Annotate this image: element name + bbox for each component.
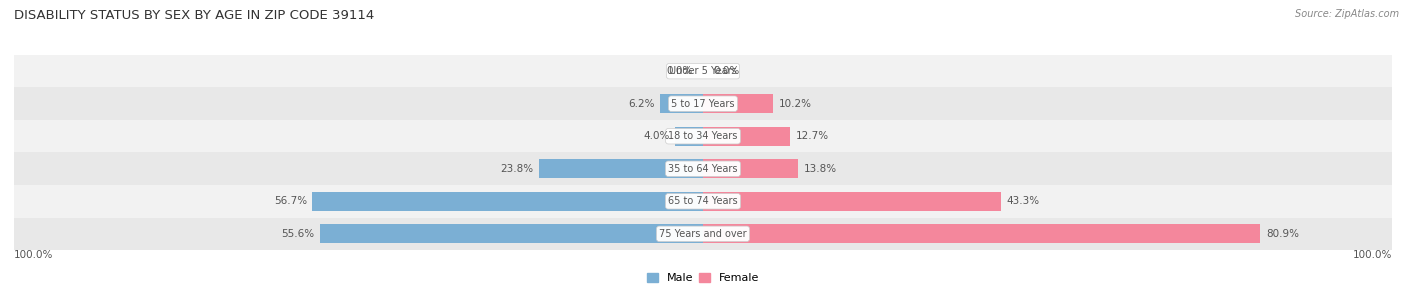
Text: 56.7%: 56.7% xyxy=(274,196,307,206)
Text: 18 to 34 Years: 18 to 34 Years xyxy=(668,131,738,141)
Text: DISABILITY STATUS BY SEX BY AGE IN ZIP CODE 39114: DISABILITY STATUS BY SEX BY AGE IN ZIP C… xyxy=(14,9,374,22)
Text: 13.8%: 13.8% xyxy=(804,164,837,174)
Text: 55.6%: 55.6% xyxy=(281,229,315,239)
Bar xyxy=(14,152,1392,185)
Bar xyxy=(14,88,1392,120)
Text: 80.9%: 80.9% xyxy=(1265,229,1299,239)
Text: 10.2%: 10.2% xyxy=(779,99,811,109)
Bar xyxy=(321,224,703,243)
Text: Under 5 Years: Under 5 Years xyxy=(669,66,737,76)
Text: 100.0%: 100.0% xyxy=(14,250,53,260)
Bar xyxy=(14,120,1392,152)
Text: 5 to 17 Years: 5 to 17 Years xyxy=(671,99,735,109)
Text: 65 to 74 Years: 65 to 74 Years xyxy=(668,196,738,206)
Bar xyxy=(703,192,1001,211)
Legend: Male, Female: Male, Female xyxy=(643,268,763,288)
Text: 0.0%: 0.0% xyxy=(666,66,693,76)
Text: 12.7%: 12.7% xyxy=(796,131,830,141)
Text: 75 Years and over: 75 Years and over xyxy=(659,229,747,239)
Bar xyxy=(661,94,703,113)
Text: 4.0%: 4.0% xyxy=(644,131,669,141)
Bar xyxy=(675,127,703,146)
Text: Source: ZipAtlas.com: Source: ZipAtlas.com xyxy=(1295,9,1399,19)
Bar xyxy=(703,159,799,178)
Bar xyxy=(14,217,1392,250)
Text: 23.8%: 23.8% xyxy=(501,164,533,174)
Bar xyxy=(538,159,703,178)
Bar xyxy=(703,224,1260,243)
Text: 43.3%: 43.3% xyxy=(1007,196,1040,206)
Bar xyxy=(703,94,773,113)
Text: 6.2%: 6.2% xyxy=(628,99,655,109)
Bar xyxy=(14,185,1392,217)
Bar xyxy=(703,127,790,146)
Bar xyxy=(14,55,1392,88)
Text: 0.0%: 0.0% xyxy=(713,66,740,76)
Bar xyxy=(312,192,703,211)
Text: 100.0%: 100.0% xyxy=(1353,250,1392,260)
Text: 35 to 64 Years: 35 to 64 Years xyxy=(668,164,738,174)
